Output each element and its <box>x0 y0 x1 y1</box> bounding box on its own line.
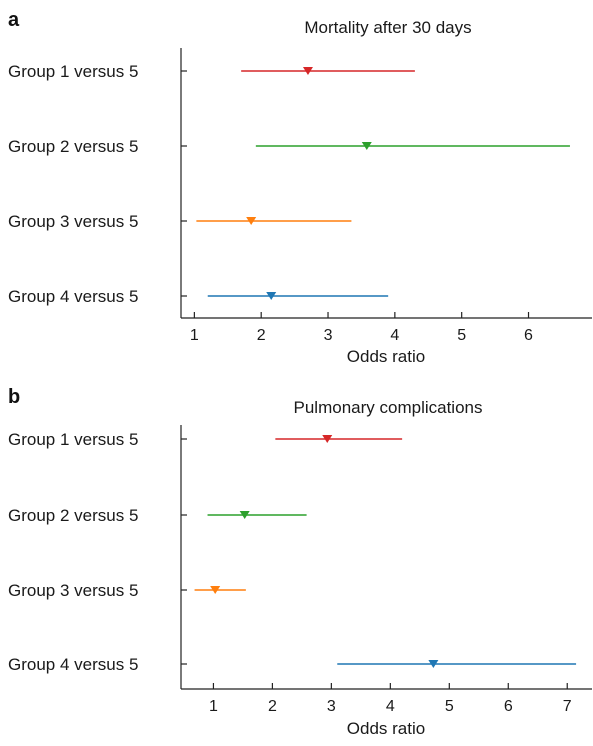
x-tick-label: 5 <box>457 327 466 344</box>
row-label: Group 4 versus 5 <box>8 287 138 306</box>
row-label: Group 2 versus 5 <box>8 137 138 156</box>
panel-b-x-ticks: 1 2 3 4 5 6 7 <box>209 683 572 715</box>
panel-a-forest-plot: a Mortality after 30 days Group 1 versus… <box>8 9 592 366</box>
panel-a-x-axis-label: Odds ratio <box>347 347 425 366</box>
panel-a-x-ticks: 1 2 3 4 5 6 <box>190 312 533 344</box>
panel-b-letter: b <box>8 386 20 408</box>
odds-ratio-marker <box>302 67 313 75</box>
panel-a-letter: a <box>8 9 20 31</box>
odds-ratio-marker <box>266 292 277 300</box>
row-label: Group 2 versus 5 <box>8 506 138 525</box>
panel-a-rows: Group 1 versus 5 Group 2 versus 5 Group 3 … <box>8 62 570 306</box>
odds-ratio-marker <box>246 217 257 225</box>
odds-ratio-marker <box>239 511 250 519</box>
row-label: Group 1 versus 5 <box>8 430 138 449</box>
x-tick-label: 2 <box>268 698 277 715</box>
panel-b-rows: Group 1 versus 5 Group 2 versus 5 Group 3 … <box>8 430 577 674</box>
x-tick-label: 7 <box>563 698 572 715</box>
row-label: Group 3 versus 5 <box>8 581 138 600</box>
x-tick-label: 3 <box>324 327 333 344</box>
x-tick-label: 5 <box>445 698 454 715</box>
odds-ratio-marker <box>361 142 372 150</box>
row-label: Group 1 versus 5 <box>8 62 138 81</box>
x-tick-label: 4 <box>386 698 395 715</box>
panel-a-title: Mortality after 30 days <box>304 18 471 37</box>
panel-b-x-axis-label: Odds ratio <box>347 719 425 738</box>
panel-b-title: Pulmonary complications <box>294 398 483 417</box>
odds-ratio-marker <box>322 435 333 443</box>
panel-b-forest-plot: b Pulmonary complications Group 1 versus… <box>8 386 592 738</box>
x-tick-label: 4 <box>390 327 399 344</box>
odds-ratio-marker <box>428 660 439 668</box>
x-tick-label: 3 <box>327 698 336 715</box>
row-label: Group 4 versus 5 <box>8 655 138 674</box>
x-tick-label: 6 <box>504 698 513 715</box>
x-tick-label: 1 <box>209 698 218 715</box>
x-tick-label: 6 <box>524 327 533 344</box>
row-label: Group 3 versus 5 <box>8 212 138 231</box>
x-tick-label: 2 <box>257 327 266 344</box>
x-tick-label: 1 <box>190 327 199 344</box>
odds-ratio-marker <box>210 586 221 594</box>
